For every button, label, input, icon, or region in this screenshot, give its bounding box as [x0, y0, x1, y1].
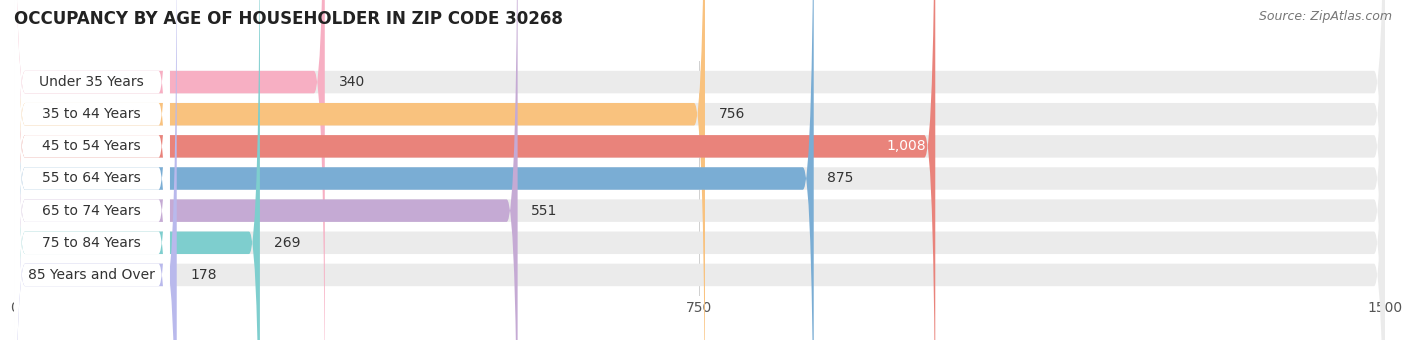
FancyBboxPatch shape — [14, 0, 517, 340]
Text: 551: 551 — [531, 204, 558, 218]
FancyBboxPatch shape — [14, 0, 1385, 340]
Text: 85 Years and Over: 85 Years and Over — [28, 268, 155, 282]
Text: 45 to 54 Years: 45 to 54 Years — [42, 139, 141, 153]
FancyBboxPatch shape — [14, 0, 1385, 340]
Text: 65 to 74 Years: 65 to 74 Years — [42, 204, 141, 218]
FancyBboxPatch shape — [14, 0, 170, 340]
Text: Under 35 Years: Under 35 Years — [39, 75, 145, 89]
FancyBboxPatch shape — [14, 0, 935, 340]
FancyBboxPatch shape — [14, 0, 177, 340]
FancyBboxPatch shape — [14, 0, 814, 340]
FancyBboxPatch shape — [14, 0, 1385, 340]
Text: 875: 875 — [827, 171, 853, 186]
FancyBboxPatch shape — [14, 0, 170, 340]
Text: 269: 269 — [274, 236, 299, 250]
FancyBboxPatch shape — [14, 0, 1385, 340]
Text: 75 to 84 Years: 75 to 84 Years — [42, 236, 141, 250]
FancyBboxPatch shape — [14, 0, 325, 340]
Text: Source: ZipAtlas.com: Source: ZipAtlas.com — [1258, 10, 1392, 23]
FancyBboxPatch shape — [14, 0, 170, 340]
FancyBboxPatch shape — [14, 0, 170, 340]
Text: 35 to 44 Years: 35 to 44 Years — [42, 107, 141, 121]
FancyBboxPatch shape — [14, 0, 170, 340]
FancyBboxPatch shape — [14, 0, 170, 340]
Text: 340: 340 — [339, 75, 364, 89]
FancyBboxPatch shape — [14, 0, 1385, 340]
FancyBboxPatch shape — [14, 0, 170, 340]
Text: 55 to 64 Years: 55 to 64 Years — [42, 171, 141, 186]
Text: 756: 756 — [718, 107, 745, 121]
FancyBboxPatch shape — [14, 0, 260, 340]
Text: 1,008: 1,008 — [887, 139, 927, 153]
Text: OCCUPANCY BY AGE OF HOUSEHOLDER IN ZIP CODE 30268: OCCUPANCY BY AGE OF HOUSEHOLDER IN ZIP C… — [14, 10, 562, 28]
Text: 178: 178 — [190, 268, 217, 282]
FancyBboxPatch shape — [14, 0, 1385, 340]
FancyBboxPatch shape — [14, 0, 704, 340]
FancyBboxPatch shape — [14, 0, 1385, 340]
